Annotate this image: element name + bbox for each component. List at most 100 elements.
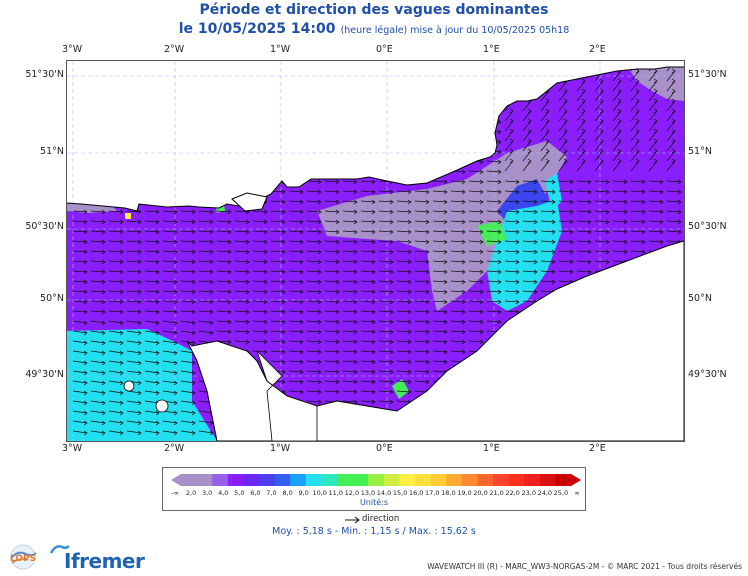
legend-tick-label: 9,0 [298,489,308,497]
direction-arrow [306,180,322,183]
direction-arrowhead [389,79,394,85]
direction-arrow [234,210,250,213]
direction-arrow [108,210,124,213]
map-title: Période et direction des vagues dominant… [199,2,549,18]
direction-arrow [90,320,106,324]
direction-arrowhead [227,219,232,225]
direction-arrowhead [137,360,142,366]
direction-arrow [396,110,412,113]
direction-arrowhead [389,389,394,395]
direction-arrow [324,330,340,333]
direction-arrowhead [461,189,466,195]
direction-arrowhead [119,89,124,95]
direction-arrow [450,320,466,323]
direction-arrowhead [641,209,646,215]
direction-arrow [144,420,160,424]
direction-arrow [252,180,268,183]
direction-arrowhead [137,79,142,85]
direction-arrowhead [227,339,232,345]
direction-arrow [486,310,502,313]
direction-arrowhead [479,339,484,345]
direction-arrowhead [551,199,556,205]
direction-arrowhead [83,430,88,436]
direction-arrowhead [317,299,322,305]
direction-arrow [594,240,610,243]
direction-arrowhead [119,239,124,245]
direction-arrow [252,240,268,243]
direction-arrow [198,80,214,83]
direction-arrowhead [515,269,520,275]
direction-arrowhead [389,379,394,385]
direction-arrow [468,200,484,203]
direction-arrow [414,240,430,243]
direction-arrow [414,140,430,143]
direction-arrow [108,260,124,263]
direction-arrowhead [479,229,484,235]
direction-arrow [360,400,376,403]
direction-arrow [180,90,196,93]
direction-arrow [234,240,250,243]
direction-arrowhead [317,69,322,75]
direction-arrowhead [227,299,232,305]
direction-arrowhead [173,370,178,376]
direction-arrowhead [371,129,376,135]
direction-arrow [666,220,682,223]
direction-arrow [144,350,160,354]
direction-arrowhead [155,89,160,95]
direction-arrow [324,130,340,133]
direction-arrowhead [155,249,160,255]
direction-arrow [126,300,142,303]
direction-arrowhead [545,108,550,114]
direction-arrow [216,70,232,73]
direction-arrow [306,340,322,343]
direction-arrowhead [353,189,358,195]
direction-arrow [126,430,142,434]
direction-arrow [144,280,160,283]
direction-arrowhead [515,299,520,305]
direction-arrowhead [605,259,610,265]
direction-arrowhead [587,189,592,195]
direction-arrow [72,280,88,283]
direction-arrowhead [317,339,322,345]
direction-arrow [72,210,88,213]
direction-arrow [198,120,214,123]
direction-arrow [180,220,196,223]
direction-arrow [288,370,304,373]
direction-arrowhead [425,209,430,215]
direction-arrowhead [551,249,556,255]
direction-arrowhead [425,259,430,265]
direction-arrow [360,380,376,383]
direction-arrow [216,320,232,323]
direction-arrowhead [299,319,304,325]
direction-arrowhead [227,289,232,295]
direction-arrowhead [407,309,412,315]
direction-arrow [72,140,88,143]
direction-arrowhead [497,199,502,205]
direction-arrowhead [119,119,124,125]
direction-arrow [630,70,640,82]
direction-arrow [540,120,550,132]
direction-arrowhead [119,109,124,115]
direction-arrow [72,70,88,73]
direction-arrow [432,200,448,203]
direction-arrowhead [461,209,466,215]
direction-arrowhead [83,279,88,285]
direction-arrow [72,310,88,313]
direction-arrow [648,120,658,132]
direction-arrowhead [155,320,160,326]
direction-arrow [180,170,196,173]
direction-arrowhead [173,179,178,185]
direction-arrowhead [83,370,88,376]
direction-arrow [342,120,358,123]
legend-arrow-left [171,474,181,486]
direction-arrowhead [677,219,682,225]
direction-arrowhead [353,109,358,115]
direction-arrow [90,140,106,143]
direction-arrowhead [353,359,358,365]
direction-arrow [72,110,88,113]
legend-tick-label: 23,0 [522,489,536,497]
direction-arrow [144,300,160,303]
direction-arrowhead [263,239,268,245]
direction-arrow [486,280,502,283]
direction-arrow [522,80,532,92]
